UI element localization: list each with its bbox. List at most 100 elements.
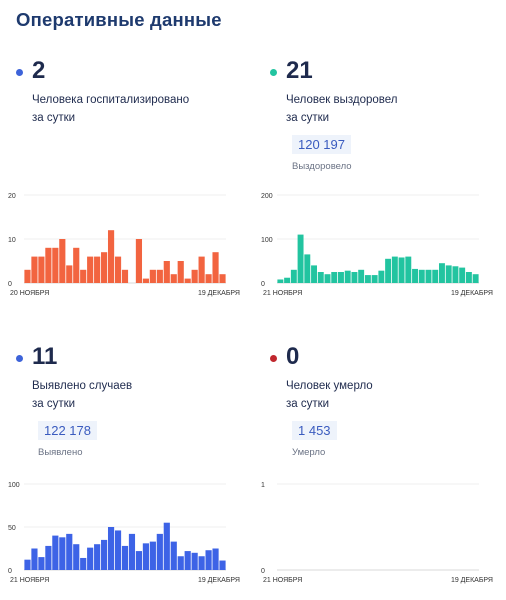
chart-bar [398, 257, 405, 283]
chart-hospitalized: 20 10 0 20 НОЯБРЯ 19 ДЕКАБРЯ [8, 193, 240, 297]
chart-bar [170, 274, 177, 283]
x-end-label: 19 ДЕКАБРЯ [451, 577, 493, 584]
chart-bar [191, 269, 198, 283]
chart-bar [351, 272, 358, 283]
chart-bar [87, 256, 94, 283]
stat-description: Выявлено случаев за сутки [32, 377, 132, 413]
stat-description: Человек выздоровел за сутки [286, 91, 398, 127]
chart-bar [452, 266, 459, 283]
chart-bar [59, 537, 66, 570]
chart-bar [425, 269, 432, 283]
stat-value: 2 [32, 57, 46, 84]
y-tick-label: 100 [261, 237, 273, 244]
chart-bar [364, 275, 371, 283]
chart-bar [212, 252, 219, 283]
chart-bar [290, 269, 297, 283]
stat-panel-detected: 11 Выявлено случаев за сутки 122 178 Выя… [16, 343, 256, 593]
chart-bar [107, 230, 115, 283]
chart-bar [385, 258, 392, 283]
chart-bar [80, 269, 87, 283]
x-end-label: 19 ДЕКАБРЯ [198, 290, 240, 297]
chart-bar [59, 239, 66, 283]
chart-bar [121, 269, 129, 283]
chart-bar [135, 551, 143, 570]
total-value: 122 178 [38, 421, 97, 440]
chart-bar [324, 274, 331, 283]
stat-description-line1: Человека госпитализировано [32, 94, 190, 106]
chart-recovered: 200 100 0 21 НОЯБРЯ 19 ДЕКАБРЯ [261, 193, 493, 297]
y-tick-label: 0 [261, 568, 265, 575]
chart-bar [45, 247, 52, 283]
chart-bar [198, 256, 205, 283]
total-label: Выздоровело [292, 161, 352, 172]
chart-bar [432, 269, 439, 283]
chart-bar [311, 265, 317, 283]
total-value: 120 197 [292, 135, 351, 154]
chart-bar [212, 548, 219, 570]
chart-bar [465, 272, 472, 283]
chart-bar [114, 530, 122, 570]
chart-bar [304, 254, 311, 283]
y-tick-label: 10 [8, 237, 16, 244]
stat-value: 11 [32, 343, 58, 370]
chart-bar [38, 557, 45, 570]
status-dot-icon [270, 355, 277, 362]
chart-bar [163, 261, 170, 283]
chart-bar [378, 270, 385, 283]
chart-bar [205, 274, 212, 283]
stat-value: 0 [286, 343, 300, 370]
total-label: Выявлено [38, 447, 83, 458]
total-label: Умерло [292, 447, 326, 458]
chart-bar [149, 269, 156, 283]
chart-bar [135, 239, 143, 283]
y-tick-label: 50 [8, 525, 16, 532]
status-dot-icon [16, 355, 23, 362]
chart-bar [177, 556, 184, 570]
chart-bar [177, 261, 184, 283]
chart-bar [198, 556, 205, 570]
chart-bar [297, 234, 304, 283]
y-tick-label: 20 [8, 193, 16, 200]
chart-bar [114, 256, 122, 283]
chart-bar [94, 544, 101, 570]
chart-bar [358, 269, 365, 283]
chart-bar [371, 275, 378, 283]
chart-bar [445, 265, 452, 283]
chart-bar [344, 270, 351, 283]
stat-description-line1: Человек умерло [286, 380, 373, 392]
chart-bar [317, 272, 324, 283]
chart-bar [66, 265, 73, 283]
stat-description-line2: за сутки [286, 112, 330, 124]
chart-bar [66, 533, 73, 570]
chart-bar [156, 269, 163, 283]
chart-bar [52, 535, 59, 570]
chart-bar [128, 533, 136, 570]
page-title: Оперативные данные [16, 9, 222, 30]
x-end-label: 19 ДЕКАБРЯ [198, 577, 240, 584]
chart-bar [391, 256, 398, 283]
stat-description: Человека госпитализировано за сутки [32, 91, 189, 127]
chart-bar [121, 545, 129, 570]
y-tick-label: 1 [261, 482, 265, 489]
chart-bar [149, 541, 156, 570]
x-start-label: 21 НОЯБРЯ [263, 577, 302, 584]
chart-bar [73, 247, 80, 283]
chart-bar [24, 559, 31, 570]
chart-bar [142, 278, 149, 283]
stat-panel-deaths: 0 Человек умерло за сутки 1 453 Умерло [270, 343, 506, 593]
chart-bar [156, 533, 163, 570]
status-dot-icon [16, 69, 23, 76]
chart-bar [45, 545, 52, 570]
chart-deaths: 1 0 21 НОЯБРЯ 19 ДЕКАБРЯ [261, 482, 493, 584]
chart-bar [439, 263, 445, 283]
total-value: 1 453 [292, 421, 337, 440]
chart-bar [205, 550, 212, 570]
chart-bar [284, 277, 291, 283]
chart-bar [24, 269, 31, 283]
y-tick-label: 0 [8, 568, 12, 575]
y-tick-label: 0 [8, 281, 12, 288]
stat-description-line1: Выявлено случаев [32, 380, 133, 392]
chart-bar [94, 256, 101, 283]
chart-bar [277, 279, 284, 283]
chart-bar [80, 557, 87, 570]
